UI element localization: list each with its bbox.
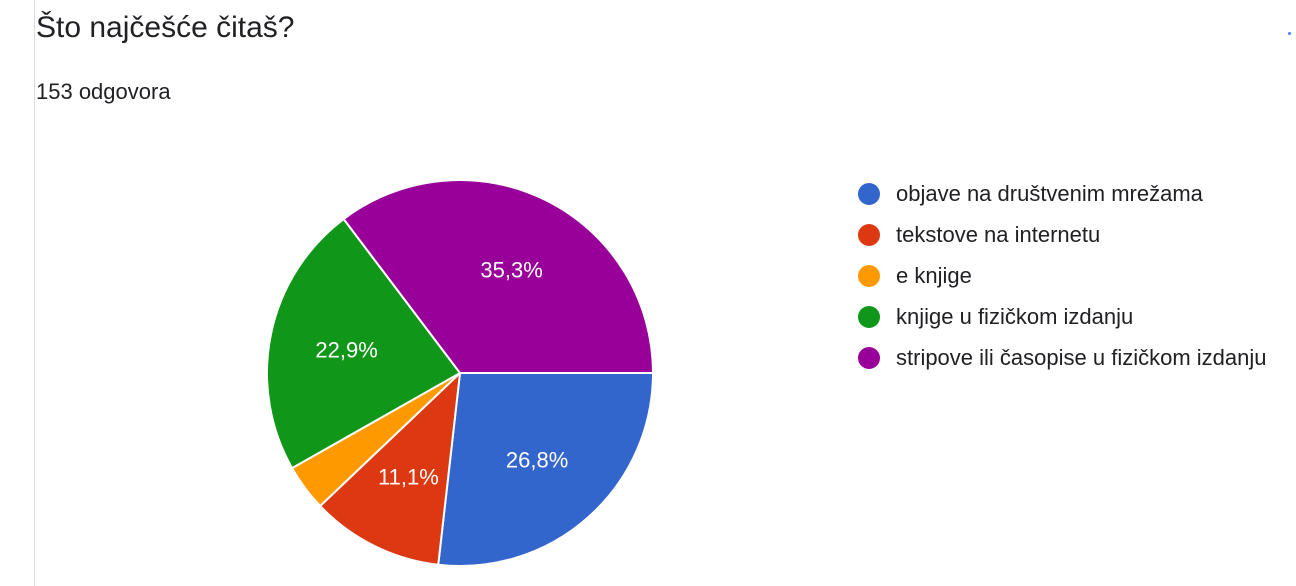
- card-left-border: [34, 0, 35, 586]
- pie-slice-0[interactable]: [437, 372, 655, 567]
- pie-slice-label-1: 11,1%: [378, 465, 439, 490]
- legend-label: stripove ili časopise u fizičkom izdanju: [896, 345, 1267, 370]
- pie-slice-label-4: 35,3%: [480, 257, 542, 282]
- legend-label: knjige u fizičkom izdanju: [896, 304, 1134, 329]
- pie-slice-4[interactable]: [342, 179, 655, 374]
- legend-label: e knjige: [896, 263, 972, 288]
- response-count: 153 odgovora: [36, 79, 171, 104]
- pie-slice-1[interactable]: [318, 370, 462, 566]
- legend-item-2[interactable]: e knjige: [858, 260, 1278, 292]
- legend-label: objave na društvenim mrežama: [896, 181, 1203, 206]
- legend-swatch-icon: [858, 306, 880, 328]
- question-title: Što najčešće čitaš?: [36, 11, 295, 44]
- pie-slice-3[interactable]: [266, 217, 462, 470]
- legend-item-1[interactable]: tekstove na internetu: [858, 219, 1278, 251]
- legend-swatch-icon: [858, 224, 880, 246]
- legend-swatch-icon: [858, 347, 880, 369]
- legend-item-4[interactable]: stripove ili časopise u fizičkom izdanju: [858, 342, 1278, 374]
- legend-swatch-icon: [858, 183, 880, 205]
- legend-swatch-icon: [858, 265, 880, 287]
- pie-slice-label-0: 26,8%: [506, 447, 568, 472]
- corner-marker: [1288, 32, 1291, 35]
- chart-legend: objave na društvenim mrežama tekstove na …: [858, 178, 1278, 374]
- pie-slice-label-3: 22,9%: [315, 338, 377, 363]
- legend-label: tekstove na internetu: [896, 222, 1101, 247]
- legend-item-3[interactable]: knjige u fizičkom izdanju: [858, 301, 1278, 333]
- pie-chart: 26,8% 11,1% 22,9% 35,3%: [266, 179, 655, 567]
- legend-item-0[interactable]: objave na društvenim mrežama: [858, 178, 1278, 210]
